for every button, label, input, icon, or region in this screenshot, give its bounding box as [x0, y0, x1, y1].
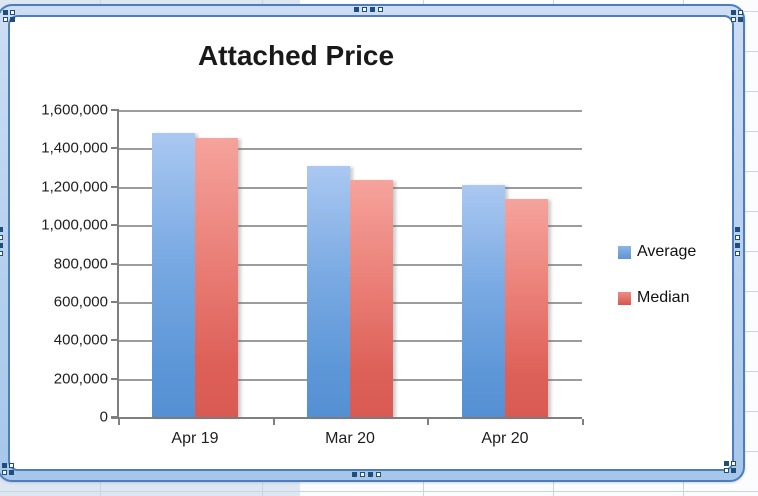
y-tick-mark: [111, 109, 118, 111]
handle-dot: [9, 463, 14, 468]
handle-dot: [352, 472, 357, 477]
handle-dot: [735, 251, 740, 256]
handle-dot: [3, 10, 8, 15]
y-tick-label: 1,200,000: [41, 178, 108, 196]
legend-swatch-icon: [618, 245, 631, 259]
handle-dot: [731, 10, 736, 15]
bar-average-mar-20[interactable]: [307, 166, 350, 417]
handle-dot: [10, 17, 15, 22]
y-tick-mark: [111, 224, 118, 226]
handle-dot: [9, 470, 14, 475]
chart-title: Attached Price: [197, 40, 395, 71]
handle-dot: [731, 468, 736, 473]
legend[interactable]: Average Median: [618, 243, 696, 307]
y-tick-label: 1,000,000: [41, 216, 108, 234]
x-tick-label: Apr 19: [171, 430, 219, 447]
worksheet-gridline: [0, 491, 758, 492]
handle-dot: [0, 227, 3, 232]
handle-dot: [376, 472, 381, 477]
x-axis-line: [111, 417, 582, 419]
legend-item-average[interactable]: Average: [618, 243, 696, 261]
handle-dot: [3, 17, 8, 22]
bar-average-apr-20[interactable]: [462, 185, 505, 417]
legend-label: Average: [637, 243, 697, 260]
handle-dot: [724, 461, 729, 466]
plot-gridline: [118, 110, 582, 112]
y-tick-mark: [111, 301, 118, 303]
bar-median-apr-19[interactable]: [195, 138, 238, 417]
y-tick-mark: [111, 416, 118, 418]
handle-dot: [738, 10, 743, 15]
legend-item-median[interactable]: Median: [618, 289, 696, 307]
y-axis-line: [117, 109, 119, 419]
x-tick-mark: [273, 419, 275, 425]
handle-dot: [0, 243, 3, 248]
x-tick-mark: [582, 419, 584, 425]
y-tick-label: 600,000: [53, 293, 108, 311]
y-tick-mark: [111, 147, 118, 149]
handle-dot: [362, 7, 367, 12]
handle-dot: [354, 7, 359, 12]
y-tick-mark: [111, 339, 118, 341]
handle-dot: [731, 17, 736, 22]
x-tick-mark: [427, 419, 429, 425]
handle-dot: [724, 468, 729, 473]
y-tick-label: 400,000: [53, 331, 108, 349]
handle-dot: [368, 472, 373, 477]
handle-dot: [370, 7, 375, 12]
handle-dot: [735, 243, 740, 248]
handle-dot: [2, 463, 7, 468]
bar-median-apr-20[interactable]: [505, 199, 548, 417]
handle-dot: [360, 472, 365, 477]
y-tick-mark: [111, 378, 118, 380]
legend-label: Median: [637, 289, 690, 306]
legend-swatch-icon: [618, 291, 631, 305]
y-tick-mark: [111, 263, 118, 265]
handle-dot: [738, 17, 743, 22]
x-tick-mark: [118, 419, 120, 425]
y-tick-label: 0: [99, 408, 108, 426]
handle-dot: [731, 461, 736, 466]
handle-dot: [2, 470, 7, 475]
x-tick-label: Apr 20: [481, 430, 529, 447]
y-tick-label: 1,600,000: [41, 101, 108, 119]
y-tick-mark: [111, 186, 118, 188]
y-tick-label: 800,000: [53, 255, 108, 272]
x-tick-label: Mar 20: [325, 430, 375, 447]
handle-dot: [0, 235, 3, 240]
handle-dot: [735, 235, 740, 240]
handle-dot: [0, 251, 3, 256]
handle-dot: [378, 7, 383, 12]
y-tick-label: 1,400,000: [41, 139, 108, 157]
bar-median-mar-20[interactable]: [350, 180, 393, 417]
bar-average-apr-19[interactable]: [152, 133, 195, 417]
plot-gridline: [118, 148, 582, 150]
y-tick-label: 200,000: [53, 370, 108, 388]
handle-dot: [10, 10, 15, 15]
handle-dot: [735, 227, 740, 232]
